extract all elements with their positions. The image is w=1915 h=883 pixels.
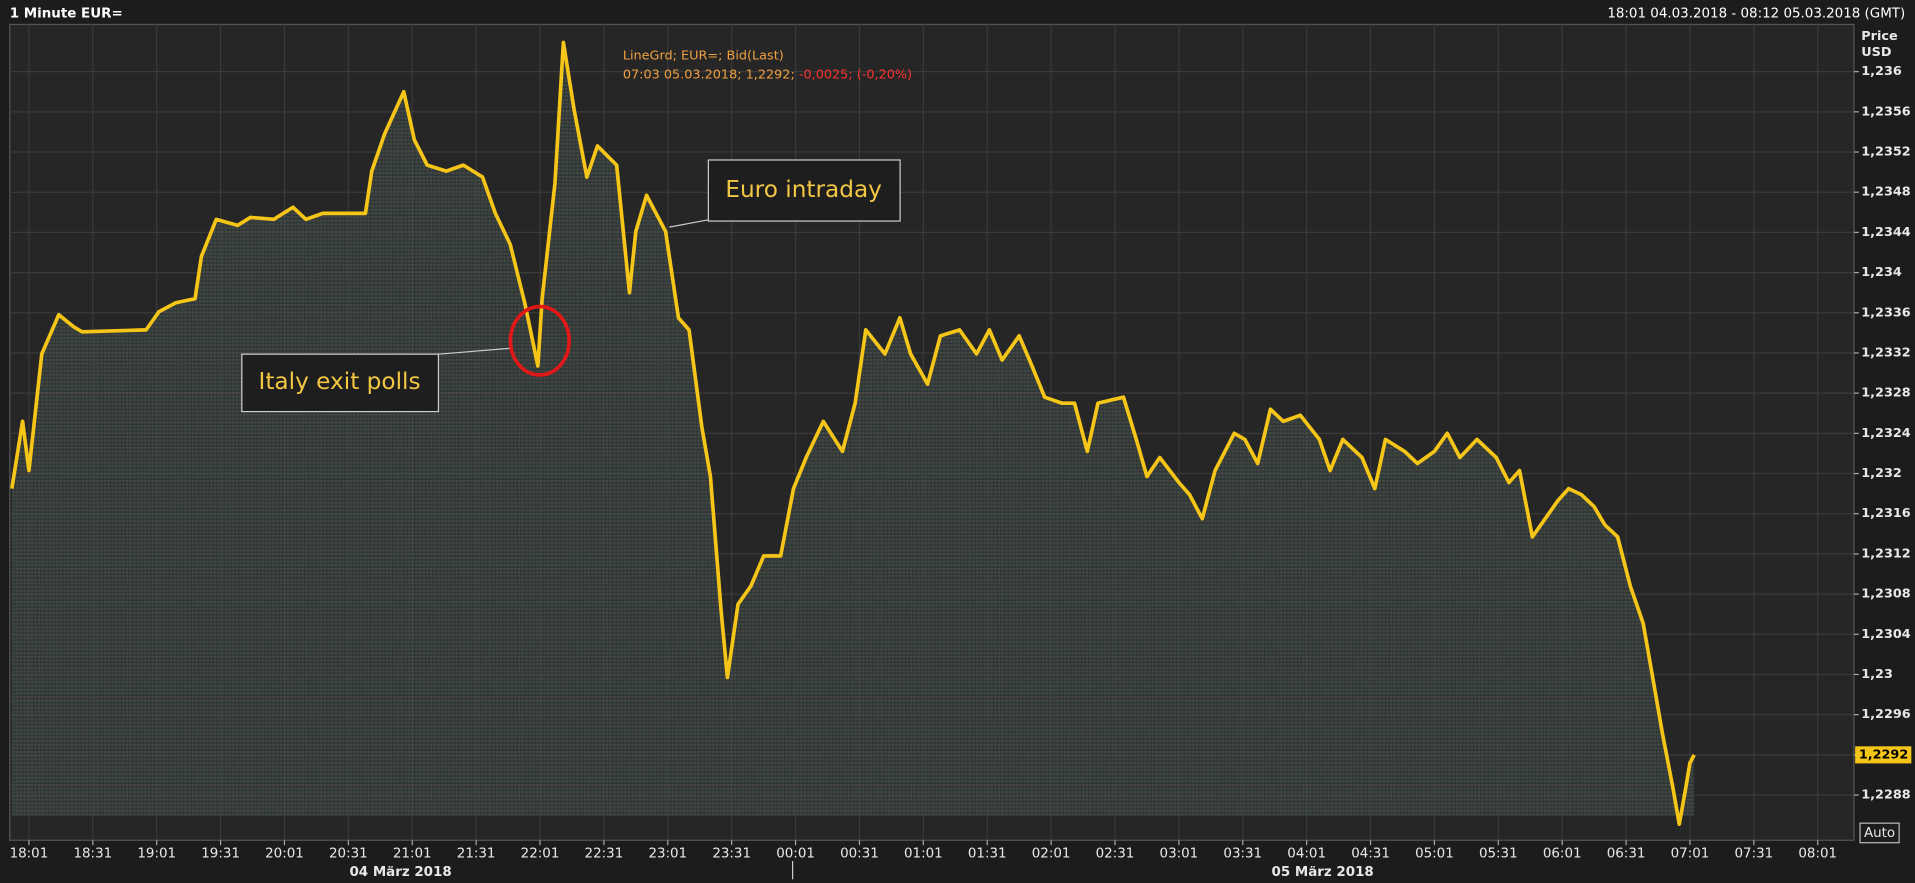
y-tick-label: 1,2348 bbox=[1861, 185, 1911, 200]
y-tick-label: 1,2304 bbox=[1861, 627, 1911, 642]
x-tick-label: 02:01 bbox=[1032, 847, 1071, 862]
last-value-label: 1,2292 bbox=[1859, 747, 1908, 762]
area-fill bbox=[11, 42, 1695, 825]
x-tick-label: 20:01 bbox=[265, 847, 304, 862]
x-tick-label: 20:31 bbox=[329, 847, 368, 862]
x-tick-label: 06:01 bbox=[1543, 847, 1582, 862]
y-tick-label: 1,236 bbox=[1861, 64, 1902, 79]
date-label: 04 März 2018 bbox=[349, 865, 451, 880]
x-tick-label: 23:31 bbox=[712, 847, 751, 862]
y-axis-title: Price bbox=[1861, 29, 1898, 44]
x-tick-label: 04:01 bbox=[1287, 847, 1326, 862]
x-tick-label: 08:01 bbox=[1798, 847, 1837, 862]
y-tick-label: 1,2332 bbox=[1861, 345, 1910, 360]
info-line: 07:03 05.03.2018; 1,2292; -0,0025; (-0,2… bbox=[623, 67, 912, 82]
info-change: -0,0025; bbox=[799, 67, 853, 82]
y-tick-label: 1,2288 bbox=[1861, 788, 1911, 803]
highlight-circle bbox=[508, 304, 571, 377]
x-tick-label: 22:01 bbox=[521, 847, 560, 862]
y-tick-label: 1,23 bbox=[1861, 667, 1893, 682]
annotation-leader bbox=[438, 347, 513, 355]
y-tick-label: 1,2312 bbox=[1861, 546, 1910, 561]
x-tick-label: 02:31 bbox=[1096, 847, 1135, 862]
x-tick-label: 21:01 bbox=[393, 847, 432, 862]
x-tick-label: 23:01 bbox=[648, 847, 687, 862]
x-tick-label: 22:31 bbox=[585, 847, 624, 862]
x-tick-label: 07:01 bbox=[1671, 847, 1710, 862]
x-tick-label: 06:31 bbox=[1607, 847, 1646, 862]
x-tick-label: 18:31 bbox=[73, 847, 112, 862]
range-label: 18:01 04.03.2018 - 08:12 05.03.2018 (GMT… bbox=[1607, 6, 1905, 21]
x-tick-label: 05:31 bbox=[1479, 847, 1518, 862]
x-tick-label: 00:31 bbox=[840, 847, 879, 862]
info-price: 1,2292; bbox=[746, 67, 795, 82]
x-tick-label: 19:01 bbox=[137, 847, 176, 862]
annotation: Italy exit polls bbox=[259, 368, 421, 395]
price-line bbox=[10, 40, 1696, 826]
y-tick-label: 1,2316 bbox=[1861, 506, 1911, 521]
x-tick-label: 01:31 bbox=[968, 847, 1007, 862]
y-tick-label: 1,2308 bbox=[1861, 587, 1911, 602]
x-tick-label: 05:01 bbox=[1415, 847, 1454, 862]
auto-button[interactable] bbox=[1859, 822, 1900, 844]
y-tick-label: 1,2324 bbox=[1861, 426, 1911, 441]
y-tick-label: 1,2328 bbox=[1861, 386, 1911, 401]
auto-button-label[interactable]: Auto bbox=[1864, 826, 1895, 841]
info-change-pct: (-0,20%) bbox=[857, 67, 912, 82]
annotation: Euro intraday bbox=[725, 176, 882, 203]
info-series: LineGrd; EUR=; Bid(Last) bbox=[623, 49, 784, 64]
y-axis-title: USD bbox=[1861, 45, 1891, 60]
x-tick-label: 03:01 bbox=[1160, 847, 1199, 862]
x-tick-label: 21:31 bbox=[457, 847, 496, 862]
annotation-leader bbox=[669, 219, 709, 228]
last-value-box bbox=[1855, 746, 1912, 764]
info-time: 07:03 05.03.2018; bbox=[623, 67, 742, 82]
date-label: 05 März 2018 bbox=[1272, 865, 1374, 880]
x-tick-label: 04:31 bbox=[1351, 847, 1390, 862]
x-tick-label: 07:31 bbox=[1735, 847, 1774, 862]
y-tick-label: 1,2336 bbox=[1861, 305, 1911, 320]
annotation-box bbox=[241, 353, 440, 413]
y-tick-label: 1,2296 bbox=[1861, 707, 1911, 722]
x-tick-label: 01:01 bbox=[904, 847, 943, 862]
y-tick-label: 1,234 bbox=[1861, 265, 1902, 280]
x-tick-label: 00:01 bbox=[776, 847, 815, 862]
x-tick-label: 18:01 bbox=[10, 847, 49, 862]
annotation-box bbox=[707, 159, 901, 222]
chart-title: 1 Minute EUR= bbox=[10, 6, 123, 21]
y-tick-label: 1,2356 bbox=[1861, 104, 1911, 119]
y-tick-label: 1,2352 bbox=[1861, 145, 1910, 160]
x-tick-label: 03:31 bbox=[1223, 847, 1262, 862]
y-tick-label: 1,232 bbox=[1861, 466, 1902, 481]
x-tick-label: 19:31 bbox=[201, 847, 240, 862]
y-tick-label: 1,2344 bbox=[1861, 225, 1911, 240]
